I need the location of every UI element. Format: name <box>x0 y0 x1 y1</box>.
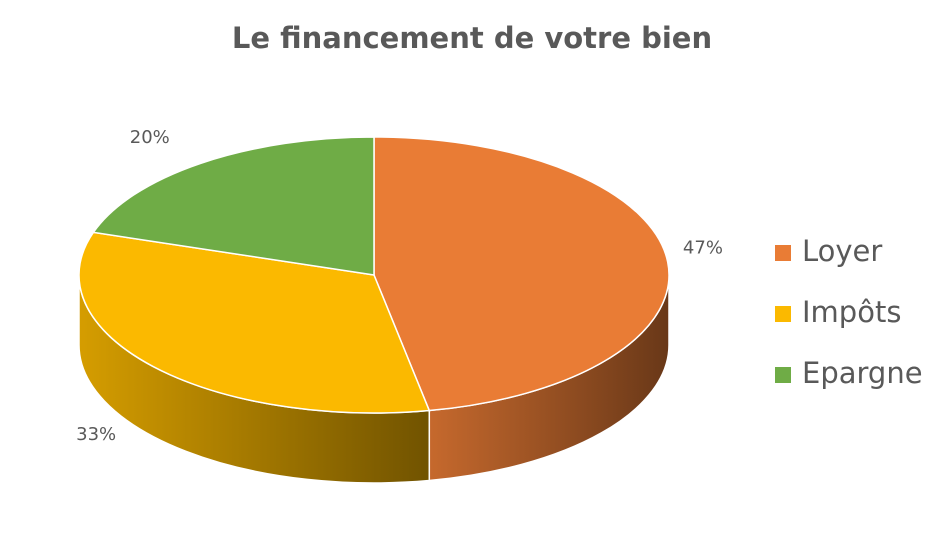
legend-label: Epargne <box>802 356 923 390</box>
pie-slice <box>78 231 431 414</box>
legend-label: Loyer <box>802 234 882 268</box>
legend-swatch <box>775 367 791 383</box>
data-label: 47% <box>683 237 723 258</box>
legend-label: Impôts <box>802 295 901 329</box>
data-label: 33% <box>76 424 116 445</box>
legend-swatch <box>775 306 791 322</box>
pie-slice <box>373 136 670 412</box>
chart-title: Le financement de votre bien <box>232 21 712 55</box>
legend-swatch <box>775 245 791 261</box>
pie-slice <box>92 136 375 276</box>
data-label: 20% <box>130 127 170 148</box>
